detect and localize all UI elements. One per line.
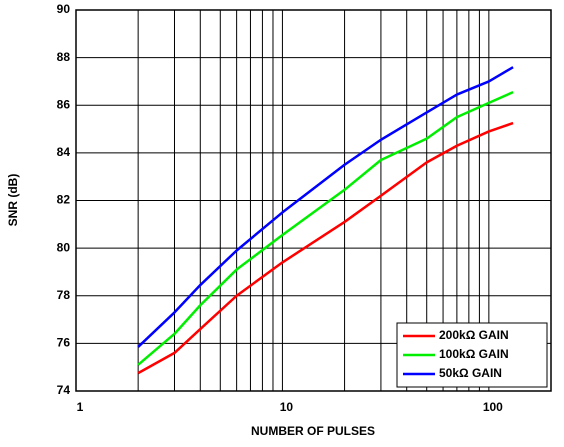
legend-label: 50kΩ GAIN <box>439 366 502 380</box>
y-tick-label: 74 <box>57 383 71 397</box>
chart: NUMBER OF PULSES SNR (dB) 74 76 78 80 82 84 86… <box>0 0 564 447</box>
x-tick-label: 10 <box>280 400 294 414</box>
legend-label: 100kΩ GAIN <box>439 347 509 361</box>
y-axis-label: SNR (dB) <box>6 174 20 227</box>
x-axis-label: NUMBER OF PULSES <box>251 424 375 438</box>
y-tick-label: 80 <box>57 240 71 254</box>
y-tick-label: 90 <box>57 2 71 16</box>
legend-label: 200kΩ GAIN <box>439 328 509 342</box>
x-tick-label: 100 <box>483 400 503 414</box>
y-tick-label: 84 <box>57 145 71 159</box>
x-tick-label: 1 <box>77 400 84 414</box>
y-tick-label: 86 <box>57 97 71 111</box>
y-tick-label: 88 <box>57 50 71 64</box>
y-tick-label: 78 <box>57 288 71 302</box>
y-tick-label: 76 <box>57 336 71 350</box>
y-tick-label: 82 <box>57 193 71 207</box>
